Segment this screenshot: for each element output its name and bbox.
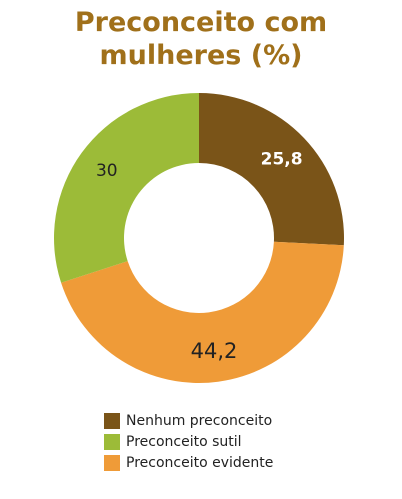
- donut-hole: [138, 177, 260, 299]
- inner-ring-2: [131, 170, 267, 306]
- legend-item-preconceito-evidente: Preconceito evidente: [104, 452, 273, 473]
- legend-label-preconceito-sutil: Preconceito sutil: [126, 433, 242, 450]
- legend-item-preconceito-sutil: Preconceito sutil: [104, 431, 273, 452]
- slice-preconceito-evidente: [61, 241, 344, 383]
- chart-title: Preconceito com mulheres (%): [0, 6, 402, 72]
- slice-label-preconceito-evidente: 44,2: [191, 339, 238, 363]
- legend-swatch-nenhum-preconceito: [104, 412, 120, 429]
- donut-chart: 25,8 44,2 30: [53, 93, 344, 383]
- chart-title-line-2: mulheres (%): [99, 40, 303, 71]
- center-rings: [127, 166, 271, 310]
- legend-swatch-preconceito-sutil: [104, 433, 120, 450]
- slice-nenhum-preconceito: [199, 93, 344, 246]
- donut-slices: [53, 93, 344, 383]
- slice-labels: 25,8 44,2 30: [96, 149, 303, 363]
- legend-label-preconceito-evidente: Preconceito evidente: [126, 454, 274, 471]
- legend: Nenhum preconceito Preconceito sutil Pre…: [104, 410, 273, 473]
- legend-swatch-preconceito-evidente: [104, 454, 120, 471]
- slice-preconceito-sutil: [53, 93, 200, 283]
- chart-title-line-1: Preconceito com: [74, 7, 328, 38]
- slice-label-nenhum-preconceito: 25,8: [261, 149, 303, 169]
- legend-item-nenhum-preconceito: Nenhum preconceito: [104, 410, 273, 431]
- slice-label-preconceito-sutil: 30: [96, 161, 118, 181]
- inner-ring-1: [127, 166, 271, 310]
- inner-ring-3: [135, 174, 263, 302]
- legend-label-nenhum-preconceito: Nenhum preconceito: [126, 412, 273, 429]
